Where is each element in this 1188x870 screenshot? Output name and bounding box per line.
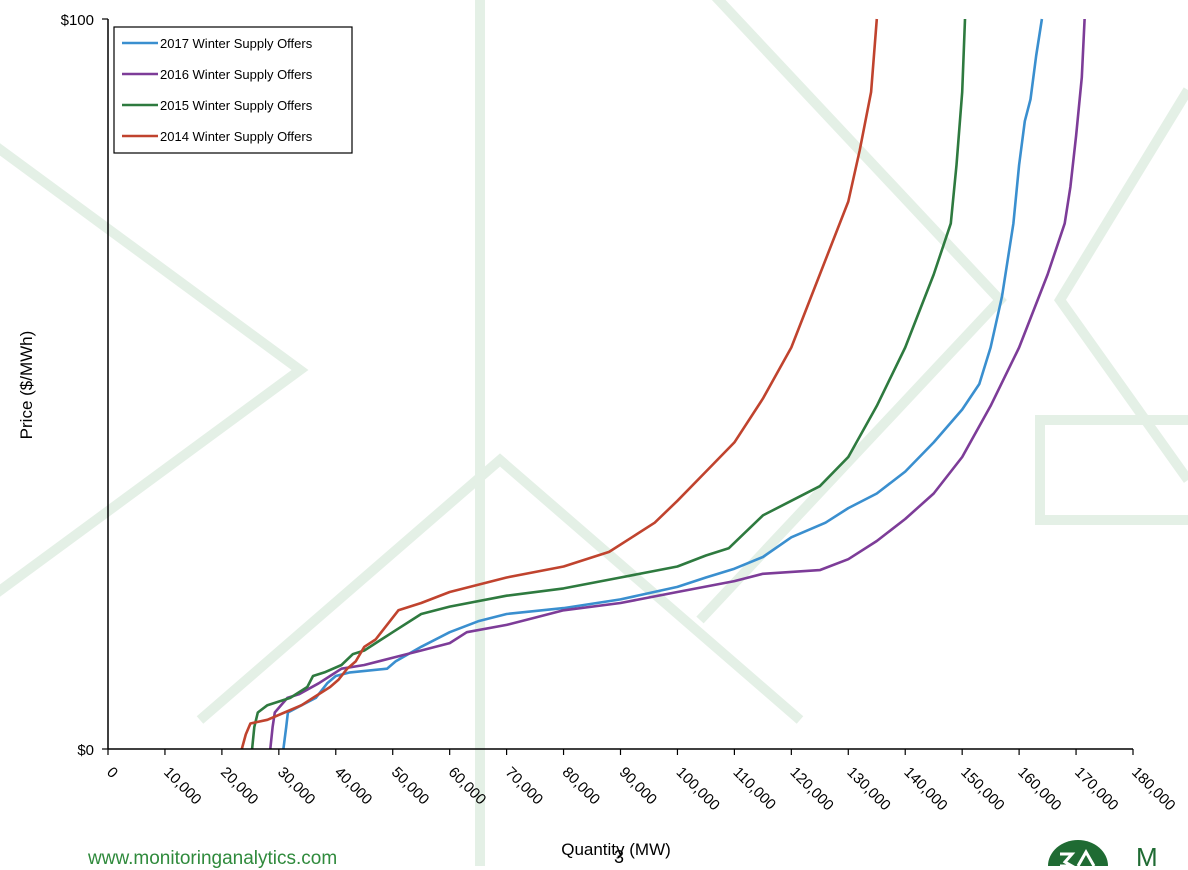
x-tick-label: 20,000 (217, 764, 261, 808)
series-line-0 (282, 18, 1044, 750)
footer-website-url[interactable]: www.monitoringanalytics.com (88, 848, 338, 869)
x-tick-label: 40,000 (331, 764, 375, 808)
x-tick-label: 50,000 (388, 764, 432, 808)
legend: 2017 Winter Supply Offers 2016 Winter Sup… (113, 26, 353, 154)
y-axis-title: Price ($/MWh) (17, 331, 36, 440)
x-tick-label: 60,000 (445, 764, 489, 808)
y-tick-label: $100 (61, 12, 94, 29)
logo-triangle-icon (1076, 848, 1096, 866)
x-tick-label: 170,000 (1071, 764, 1121, 814)
x-tick-label: 120,000 (787, 764, 837, 814)
logo-text: M (1136, 842, 1158, 866)
logo-emblem-icon (1048, 840, 1108, 866)
x-tick-label: 30,000 (274, 764, 318, 808)
series-line-3 (240, 18, 879, 750)
y-tick-labels: $0 $100 (61, 12, 108, 759)
legend-box (113, 26, 353, 154)
x-tick-label: 150,000 (957, 764, 1007, 814)
x-axis-title: Quantity (MW) (561, 840, 671, 859)
legend-label: 2015 Winter Supply Offers (160, 98, 313, 113)
legend-label: 2014 Winter Supply Offers (160, 129, 313, 144)
page-number: 3 (614, 847, 625, 867)
series-line-2 (250, 18, 967, 750)
series-layer (240, 18, 1086, 750)
legend-label: 2017 Winter Supply Offers (160, 36, 313, 51)
logo-sigma-icon (1060, 852, 1076, 866)
x-tick-label: 130,000 (843, 764, 893, 814)
decor-square (1035, 415, 1188, 525)
x-tick-label: 80,000 (559, 764, 603, 808)
monitoring-analytics-logo: M (1048, 840, 1158, 866)
x-tick-label: 180,000 (1128, 764, 1178, 814)
x-tick-labels: 0 10,000 20,000 30,000 40,000 50,000 60,000 70,… (103, 749, 1179, 814)
series-line-1 (269, 18, 1086, 750)
decor-chevron-bottom (196, 453, 804, 724)
x-tick-label: 140,000 (900, 764, 950, 814)
x-tick-label: 90,000 (616, 764, 660, 808)
y-tick-label: $0 (77, 742, 94, 759)
x-tick-label: 10,000 (160, 764, 204, 808)
x-tick-label: 160,000 (1014, 764, 1064, 814)
x-tick-label: 70,000 (502, 764, 546, 808)
x-tick-label: 110,000 (730, 764, 780, 814)
legend-label: 2016 Winter Supply Offers (160, 67, 313, 82)
decor-chevron-left (0, 143, 309, 597)
x-tick-label: 100,000 (673, 764, 723, 814)
x-tick-label: 0 (103, 764, 121, 782)
